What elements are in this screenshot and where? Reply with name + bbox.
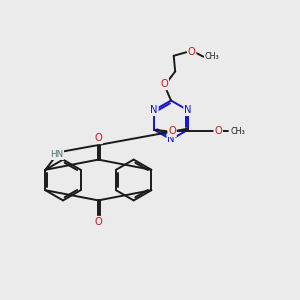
Text: O: O: [168, 126, 176, 136]
Text: N: N: [150, 105, 158, 115]
Text: CH₃: CH₃: [231, 127, 245, 136]
Text: CH₃: CH₃: [205, 52, 220, 61]
Text: O: O: [94, 217, 102, 226]
Text: HN: HN: [50, 150, 63, 159]
Text: O: O: [214, 126, 222, 136]
Text: O: O: [160, 79, 168, 89]
Text: N: N: [167, 134, 175, 145]
Text: N: N: [184, 105, 192, 115]
Text: O: O: [188, 47, 196, 57]
Text: O: O: [94, 134, 102, 143]
